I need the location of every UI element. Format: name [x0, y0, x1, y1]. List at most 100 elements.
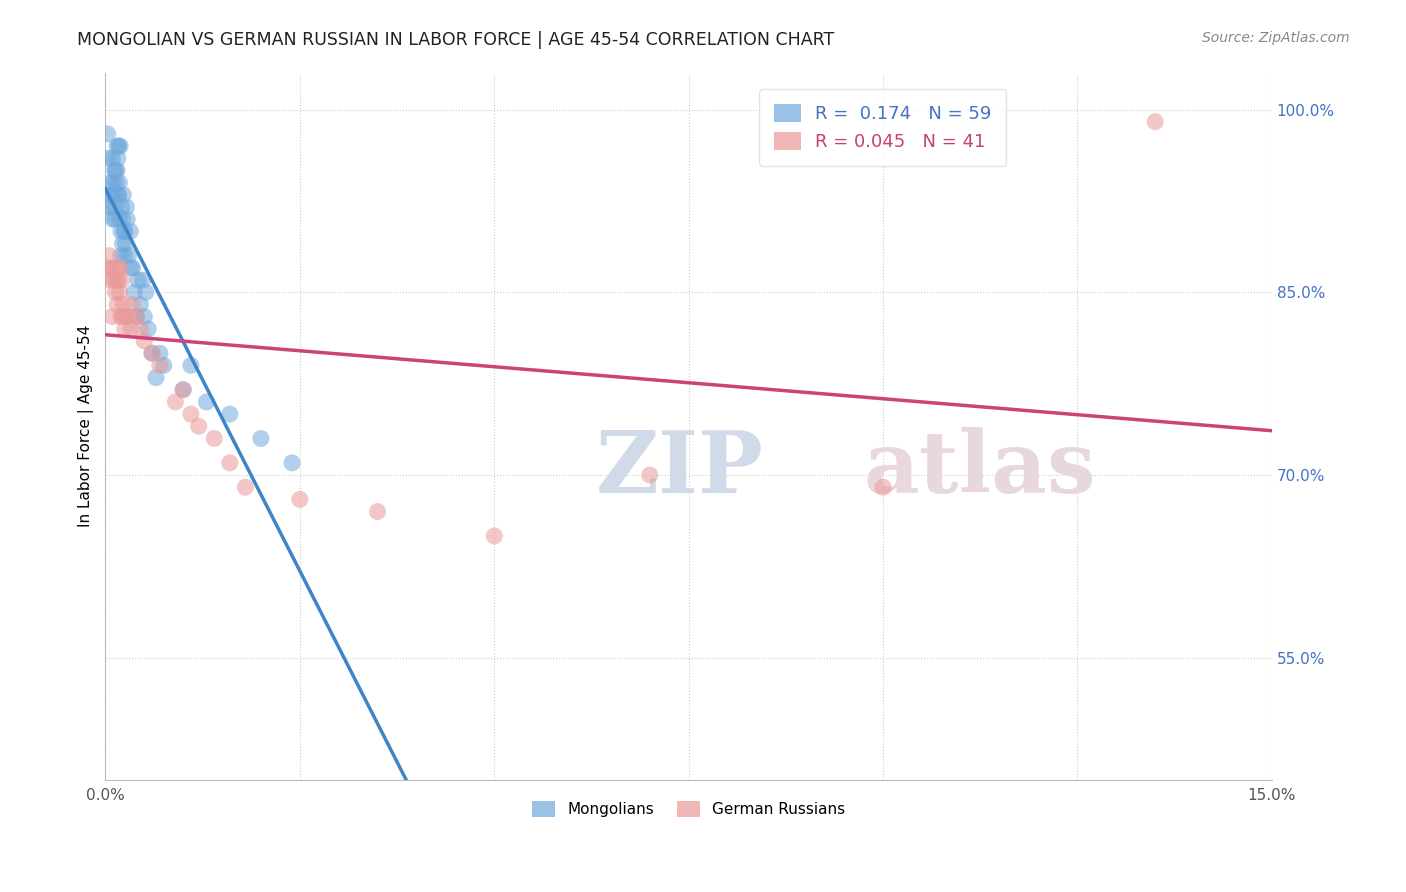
- Y-axis label: In Labor Force | Age 45-54: In Labor Force | Age 45-54: [79, 326, 94, 527]
- Point: [129, 297, 152, 311]
- Point: [187, 419, 209, 434]
- Point: [108, 285, 131, 300]
- Point: [97, 127, 120, 141]
- Point: [127, 273, 149, 287]
- Point: [134, 310, 156, 324]
- Point: [172, 383, 194, 397]
- Point: [108, 139, 131, 153]
- Point: [98, 176, 121, 190]
- Point: [125, 310, 148, 324]
- Point: [110, 310, 132, 324]
- Point: [105, 139, 128, 153]
- Point: [218, 456, 240, 470]
- Legend: Mongolians, German Russians: Mongolians, German Russians: [524, 794, 853, 825]
- Point: [101, 176, 124, 190]
- Point: [111, 236, 134, 251]
- Point: [105, 176, 128, 190]
- Point: [120, 260, 142, 275]
- Point: [107, 187, 129, 202]
- Point: [118, 310, 141, 324]
- Point: [114, 322, 136, 336]
- Point: [101, 310, 124, 324]
- Point: [100, 260, 122, 275]
- Point: [115, 212, 138, 227]
- Point: [122, 285, 145, 300]
- Point: [367, 505, 389, 519]
- Point: [121, 260, 143, 275]
- Point: [114, 236, 136, 251]
- Text: MONGOLIAN VS GERMAN RUSSIAN IN LABOR FORCE | AGE 45-54 CORRELATION CHART: MONGOLIAN VS GERMAN RUSSIAN IN LABOR FOR…: [77, 31, 835, 49]
- Point: [108, 176, 131, 190]
- Point: [638, 468, 661, 483]
- Point: [135, 285, 157, 300]
- Point: [110, 249, 132, 263]
- Point: [180, 407, 202, 421]
- Point: [105, 273, 128, 287]
- Point: [111, 273, 134, 287]
- Point: [104, 212, 127, 227]
- Point: [112, 297, 135, 311]
- Point: [129, 322, 152, 336]
- Point: [235, 480, 257, 494]
- Point: [125, 310, 148, 324]
- Text: ZIP: ZIP: [595, 426, 763, 511]
- Point: [100, 187, 122, 202]
- Point: [98, 200, 121, 214]
- Point: [112, 187, 135, 202]
- Point: [97, 260, 120, 275]
- Point: [1144, 114, 1167, 128]
- Point: [97, 151, 120, 165]
- Point: [107, 273, 129, 287]
- Point: [120, 322, 142, 336]
- Point: [98, 249, 121, 263]
- Point: [111, 212, 134, 227]
- Point: [111, 200, 134, 214]
- Point: [149, 359, 172, 373]
- Point: [108, 212, 131, 227]
- Point: [107, 139, 129, 153]
- Point: [165, 395, 187, 409]
- Point: [101, 151, 124, 165]
- Point: [104, 163, 127, 178]
- Point: [136, 322, 159, 336]
- Point: [195, 395, 218, 409]
- Point: [101, 212, 124, 227]
- Point: [134, 334, 156, 348]
- Point: [120, 224, 142, 238]
- Point: [149, 346, 172, 360]
- Point: [98, 273, 121, 287]
- Point: [484, 529, 506, 543]
- Point: [114, 249, 136, 263]
- Point: [141, 346, 163, 360]
- Text: Source: ZipAtlas.com: Source: ZipAtlas.com: [1202, 31, 1350, 45]
- Point: [103, 273, 125, 287]
- Point: [281, 456, 304, 470]
- Point: [104, 200, 127, 214]
- Point: [172, 383, 194, 397]
- Point: [118, 249, 141, 263]
- Point: [107, 151, 129, 165]
- Point: [107, 260, 129, 275]
- Point: [145, 370, 167, 384]
- Point: [103, 187, 125, 202]
- Point: [111, 310, 134, 324]
- Point: [107, 187, 129, 202]
- Point: [114, 224, 136, 238]
- Point: [115, 310, 138, 324]
- Point: [110, 224, 132, 238]
- Point: [141, 346, 163, 360]
- Point: [112, 224, 135, 238]
- Point: [288, 492, 311, 507]
- Point: [202, 432, 225, 446]
- Point: [132, 273, 155, 287]
- Point: [105, 297, 128, 311]
- Point: [121, 297, 143, 311]
- Point: [104, 260, 127, 275]
- Point: [152, 359, 174, 373]
- Point: [101, 187, 124, 202]
- Point: [105, 163, 128, 178]
- Point: [115, 200, 138, 214]
- Text: atlas: atlas: [863, 426, 1097, 511]
- Point: [100, 200, 122, 214]
- Point: [872, 480, 894, 494]
